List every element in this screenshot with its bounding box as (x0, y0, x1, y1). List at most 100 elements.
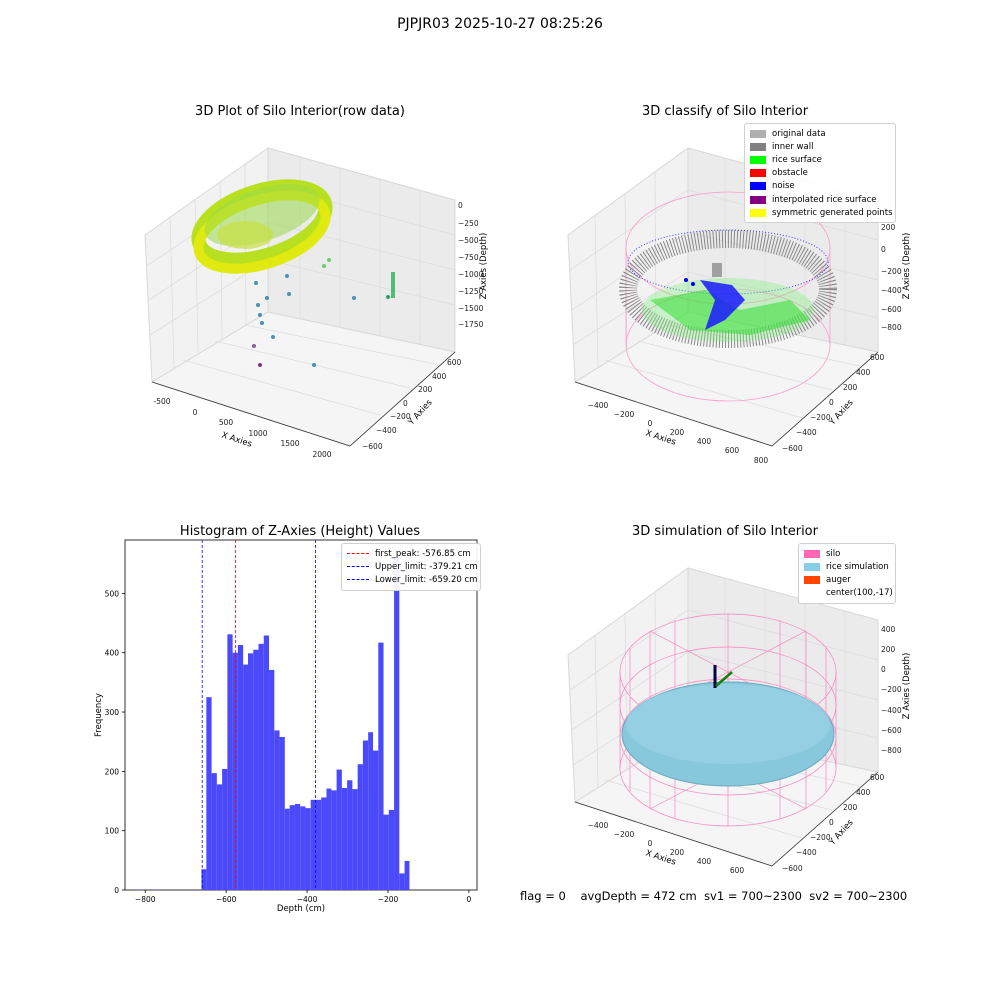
legend-entry-original-data: original data (750, 127, 890, 140)
legend-label: auger (826, 574, 851, 585)
legend-swatch (750, 195, 766, 204)
histogram-bar (274, 730, 280, 890)
legend-swatch (804, 549, 820, 558)
panel2-legend: original data inner wall rice surface ob… (744, 123, 896, 224)
legend-label: rice simulation (826, 561, 889, 572)
status-avg-depth: avgDepth = 472 cm (580, 889, 697, 903)
histogram-bar (305, 808, 311, 890)
p1-xtick: -500 (153, 397, 170, 406)
histogram-bar (279, 736, 285, 890)
p2-ytick: 0 (829, 398, 834, 407)
histogram-bar (341, 787, 348, 890)
p1-ytick: −400 (376, 426, 397, 435)
p2-ytick: −400 (796, 428, 817, 437)
histogram-reference-lines (201, 540, 316, 890)
panel2-point-cloud (619, 191, 837, 402)
status-flag: flag = 0 (520, 889, 566, 903)
histogram-bar (310, 799, 316, 890)
p1-ztick: −1750 (458, 320, 484, 329)
p2-ztick: 200 (881, 223, 896, 232)
histogram-bar (368, 732, 374, 890)
p4-zlabel: Z Axies (Depth) (902, 653, 912, 720)
histogram-bar (326, 788, 332, 890)
p4-xtick: 600 (730, 866, 745, 875)
p2-ztick: −600 (881, 305, 902, 314)
x-tick-label: 0 (467, 895, 472, 904)
legend-swatch (750, 208, 766, 217)
status-sv1: sv1 = 700~2300 (704, 889, 802, 903)
legend-swatch (750, 129, 766, 138)
histogram-bar (404, 860, 410, 890)
legend-entry-lower-limit: Lower_limit: -659.20 cm (347, 573, 477, 586)
legend-label: inner wall (772, 141, 814, 152)
histogram-bar (227, 634, 233, 890)
histogram-bar (357, 764, 363, 890)
p4-ytick: −200 (810, 833, 831, 842)
p2-xtick: 600 (725, 446, 740, 455)
x-tick-label: −600 (216, 895, 237, 904)
panel4-auger (713, 665, 733, 688)
legend-label: rice surface (772, 154, 822, 165)
histogram-bar (216, 784, 223, 890)
p2-xtick: 0 (648, 419, 653, 428)
histogram-bar (399, 873, 405, 890)
p1-ztick: −750 (458, 253, 479, 262)
legend-label: center(100,-17) (826, 588, 893, 599)
p2-xtick: 400 (697, 437, 712, 446)
legend-label: original data (772, 128, 826, 139)
histogram-bar (331, 790, 337, 890)
histogram-bar (394, 558, 400, 890)
legend-entry-rice-surface: rice surface (750, 153, 890, 166)
histogram-bar (383, 814, 389, 890)
legend-entry-obstacle: obstacle (750, 167, 890, 180)
histogram-ylabel: Frequency (94, 693, 104, 737)
p4-ztick: 400 (881, 625, 896, 634)
p1-zlabel: Z Axies (Depth) (479, 233, 489, 300)
y-tick-label: 400 (105, 649, 120, 658)
legend-line (347, 553, 369, 555)
p1-xtick: 0 (193, 408, 198, 417)
histogram-bar (269, 669, 275, 890)
panel2-title: 3D classify of Silo Interior (641, 104, 809, 119)
p1-xtick: 1500 (280, 439, 299, 448)
x-tick-label: −200 (378, 895, 399, 904)
histogram-bar (206, 697, 212, 890)
histogram-bar (300, 806, 306, 890)
histogram-legend: first_peak: -576.85 cm Upper_limit: -379… (341, 543, 481, 591)
p4-ytick: 400 (856, 788, 871, 797)
legend-line (347, 566, 369, 568)
p2-ytick: 400 (856, 368, 871, 377)
p4-ztick: −600 (881, 726, 902, 735)
histogram-y-ticks: 0 100 200 300 400 500 (105, 589, 125, 895)
legend-swatch (750, 169, 766, 178)
y-tick-label: 500 (105, 589, 120, 598)
panel1-point-cloud (191, 179, 395, 367)
legend-entry-rice-simulation: rice simulation (804, 560, 890, 573)
legend-label: obstacle (772, 168, 808, 179)
x-tick-label: −800 (135, 895, 156, 904)
histogram-bar (137, 889, 143, 890)
panel4-3d-plot: −400 −200 0 200 400 600 600 400 200 0 −2… (567, 567, 912, 875)
p1-ztick: −1250 (458, 287, 484, 296)
p2-xtick: 200 (670, 428, 685, 437)
legend-swatch (804, 575, 820, 584)
histogram-bar (315, 799, 322, 890)
p1-ytick: 200 (418, 385, 433, 394)
legend-entry-auger: auger (804, 573, 890, 586)
legend-entry-first-peak: first_peak: -576.85 cm (347, 547, 475, 560)
panel4-rice-simulation (621, 681, 835, 787)
p1-ztick: −1000 (458, 270, 484, 279)
legend-label: Upper_limit: -379.21 cm (375, 561, 478, 572)
y-tick-label: 300 (105, 708, 120, 717)
histogram-bar (201, 869, 207, 890)
status-sv2: sv2 = 700~2300 (809, 889, 908, 903)
histogram-bar (352, 789, 358, 890)
histogram-bar (263, 635, 270, 890)
p4-ytick: 200 (843, 803, 858, 812)
legend-entry-silo: silo (804, 547, 890, 560)
p2-ztick: −800 (881, 323, 902, 332)
legend-entry-interpolated-rice-surface: interpolated rice surface (750, 193, 890, 206)
legend-entry-noise: noise (750, 180, 890, 193)
legend-entry-symmetric-generated-points: symmetric generated points (750, 206, 893, 219)
p1-ztick: −250 (458, 219, 479, 228)
